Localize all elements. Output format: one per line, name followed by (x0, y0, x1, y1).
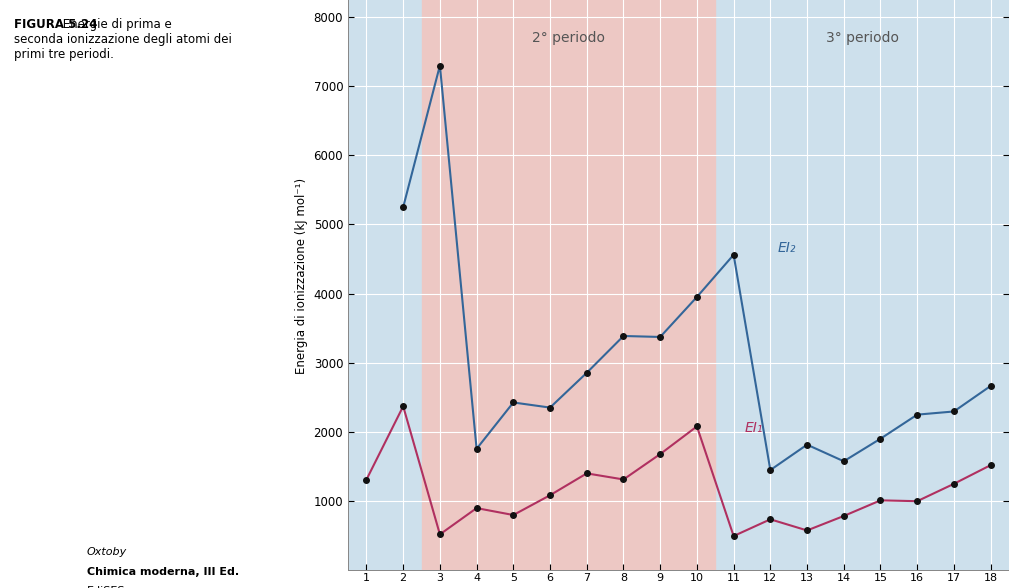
Bar (422, 0, 715, 570)
Text: Oxtoby: Oxtoby (87, 547, 127, 557)
Text: FIGURA 5.24: FIGURA 5.24 (14, 18, 97, 31)
Text: 2° periodo: 2° periodo (532, 31, 605, 45)
Text: EdiSES: EdiSES (87, 586, 125, 588)
Text: 3° periodo: 3° periodo (825, 31, 899, 45)
Text: EI₁: EI₁ (745, 421, 763, 435)
Text: Chimica moderna, III Ed.: Chimica moderna, III Ed. (87, 567, 239, 577)
Text: EdiSES: EdiSES (29, 545, 62, 554)
Text: Energie di prima e
seconda ionizzazione degli atomi dei
primi tre periodi.: Energie di prima e seconda ionizzazione … (14, 18, 232, 61)
Text: EI₂: EI₂ (778, 241, 796, 255)
Y-axis label: Energia di ionizzazione (kJ mol⁻¹): Energia di ionizzazione (kJ mol⁻¹) (295, 178, 308, 375)
